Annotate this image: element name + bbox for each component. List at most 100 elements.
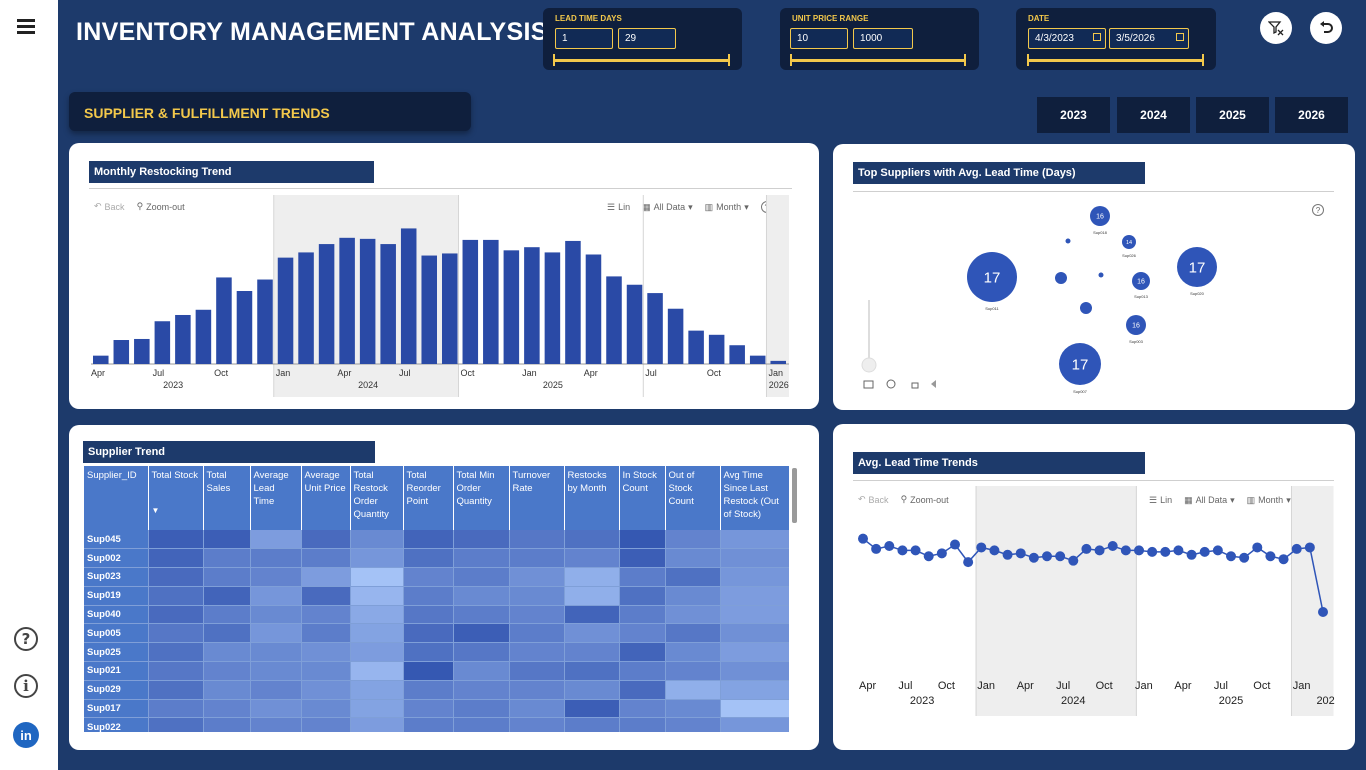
heatmap-cell	[619, 586, 666, 606]
column-header[interactable]: Average Lead Time	[250, 466, 302, 530]
column-header[interactable]: Total Reorder Point	[403, 466, 454, 530]
unit-price-slider[interactable]	[790, 59, 966, 62]
lead-time-max-input[interactable]: 29	[618, 28, 676, 49]
table-row[interactable]: Sup021	[84, 661, 789, 681]
lock-icon	[911, 382, 919, 389]
column-header[interactable]: Total Min Order Quantity	[453, 466, 510, 530]
table-row[interactable]: Sup023	[84, 567, 789, 587]
unit-price-slider-max-handle[interactable]	[964, 54, 966, 66]
supplier-id-cell: Sup021	[84, 661, 149, 681]
table-scrollbar[interactable]	[792, 468, 797, 523]
heatmap-cell	[720, 699, 789, 719]
clear-filters-button[interactable]	[1260, 12, 1292, 44]
month-dropdown[interactable]: ▥ Month ▾	[1247, 495, 1291, 506]
back-button[interactable]: ↶ Back	[94, 201, 125, 212]
heatmap-cell	[301, 623, 351, 644]
data-point	[1015, 548, 1026, 559]
table-row[interactable]: Sup029	[84, 680, 789, 700]
all-data-dropdown[interactable]: ▦ All Data ▾	[642, 202, 693, 213]
year-button-2023[interactable]: 2023	[1037, 97, 1110, 133]
table-row[interactable]: Sup045	[84, 530, 789, 550]
column-header[interactable]: Out of Stock Count	[665, 466, 721, 530]
table-row[interactable]: Sup005	[84, 623, 789, 644]
heatmap-cell	[148, 623, 204, 644]
data-point	[923, 551, 934, 562]
table-row[interactable]: Sup022	[84, 717, 789, 732]
year-button-2026[interactable]: 2026	[1275, 97, 1348, 133]
heatmap-cell	[619, 623, 666, 644]
start-date-input[interactable]: 4/3/2023	[1028, 28, 1106, 49]
unit-price-slider-min-handle[interactable]	[790, 54, 792, 66]
menu-icon[interactable]	[12, 12, 40, 40]
unit-price-min-input[interactable]: 10	[790, 28, 848, 49]
column-header[interactable]: Turnover Rate	[509, 466, 565, 530]
help-icon[interactable]: ?	[12, 625, 40, 653]
heatmap-cell	[720, 642, 789, 663]
table-row[interactable]: Sup025	[84, 642, 789, 663]
year-button-2025[interactable]: 2025	[1196, 97, 1269, 133]
column-header[interactable]: Total Sales	[203, 466, 251, 530]
lead-time-min-input[interactable]: 1	[555, 28, 613, 49]
month-dropdown[interactable]: ▥ Month ▾	[705, 202, 749, 213]
heatmap-cell	[720, 661, 789, 681]
heatmap-cell	[509, 623, 565, 644]
table-row[interactable]: Sup002	[84, 548, 789, 569]
reset-button[interactable]	[1310, 12, 1342, 44]
column-header[interactable]: In Stock Count	[619, 466, 666, 530]
heatmap-cell	[250, 661, 302, 681]
column-header[interactable]: Total Stock ▼	[148, 466, 204, 530]
bar	[770, 360, 786, 364]
x-tick-label: Apr	[584, 368, 598, 378]
column-header[interactable]: Restocks by Month	[564, 466, 620, 530]
column-header[interactable]: Supplier_ID	[84, 466, 149, 530]
x-tick-label: Oct	[938, 680, 955, 692]
heatmap-cell	[301, 530, 351, 550]
table-row[interactable]: Sup019	[84, 586, 789, 606]
heatmap-cell	[301, 586, 351, 606]
column-header[interactable]: Total Restock Order Quantity	[350, 466, 404, 530]
lead-time-slider-max-handle[interactable]	[728, 54, 730, 66]
all-data-dropdown[interactable]: ▦ All Data ▾	[1184, 495, 1235, 506]
lead-time-slider-min-handle[interactable]	[553, 54, 555, 66]
year-2026-band	[1291, 486, 1334, 716]
unit-price-max-input[interactable]: 1000	[853, 28, 913, 49]
info-icon[interactable]: i	[12, 672, 40, 700]
heatmap-cell	[148, 530, 204, 550]
date-slider-start-handle[interactable]	[1027, 54, 1029, 66]
table-row[interactable]: Sup040	[84, 605, 789, 625]
scale-button[interactable]: ☰ Lin	[1149, 495, 1172, 506]
heatmap-cell	[250, 699, 302, 719]
zoom-out-button[interactable]: ⚲ Zoom-out	[901, 494, 949, 505]
end-date-input[interactable]: 3/5/2026	[1109, 28, 1189, 49]
year-button-2024[interactable]: 2024	[1117, 97, 1190, 133]
chevron-down-icon: ▾	[1286, 494, 1291, 505]
calendar-icon[interactable]	[1176, 33, 1184, 41]
lead-time-slider[interactable]	[554, 59, 730, 62]
heatmap-cell	[350, 567, 404, 587]
heatmap-cell	[203, 548, 251, 569]
calendar-icon[interactable]	[1093, 33, 1101, 41]
linkedin-icon[interactable]: in	[12, 721, 40, 749]
date-slider[interactable]	[1028, 59, 1204, 62]
back-label: Back	[868, 494, 889, 505]
supplier-id-cell: Sup023	[84, 567, 149, 587]
table-header-row: Supplier_ID Total Stock ▼ Total Sales Averag…	[84, 466, 789, 530]
bar	[524, 247, 540, 364]
heatmap-cell	[301, 548, 351, 569]
heatmap-cell	[665, 586, 721, 606]
zoom-out-button[interactable]: ⚲ Zoom-out	[137, 201, 185, 212]
scale-button[interactable]: ☰ Lin	[607, 202, 630, 213]
back-button[interactable]: ↶ Back	[858, 494, 889, 505]
supplier-id-cell: Sup002	[84, 548, 149, 569]
date-slider-end-handle[interactable]	[1202, 54, 1204, 66]
help-icon[interactable]: ?	[1312, 204, 1324, 216]
heatmap-cell	[564, 605, 620, 625]
supplier-bubble-chart: 17 Sup011 17 Sup007 17 Sup020 16 Sup018 14 Sup026…	[861, 206, 1217, 394]
column-header[interactable]: Average Unit Price	[301, 466, 351, 530]
data-point	[936, 548, 947, 559]
heatmap-cell	[619, 717, 666, 732]
table-row[interactable]: Sup017	[84, 699, 789, 719]
column-header[interactable]: Avg Time Since Last Restock (Out of Stoc…	[720, 466, 789, 530]
heatmap-cell	[403, 623, 454, 644]
data-point	[1239, 552, 1250, 563]
